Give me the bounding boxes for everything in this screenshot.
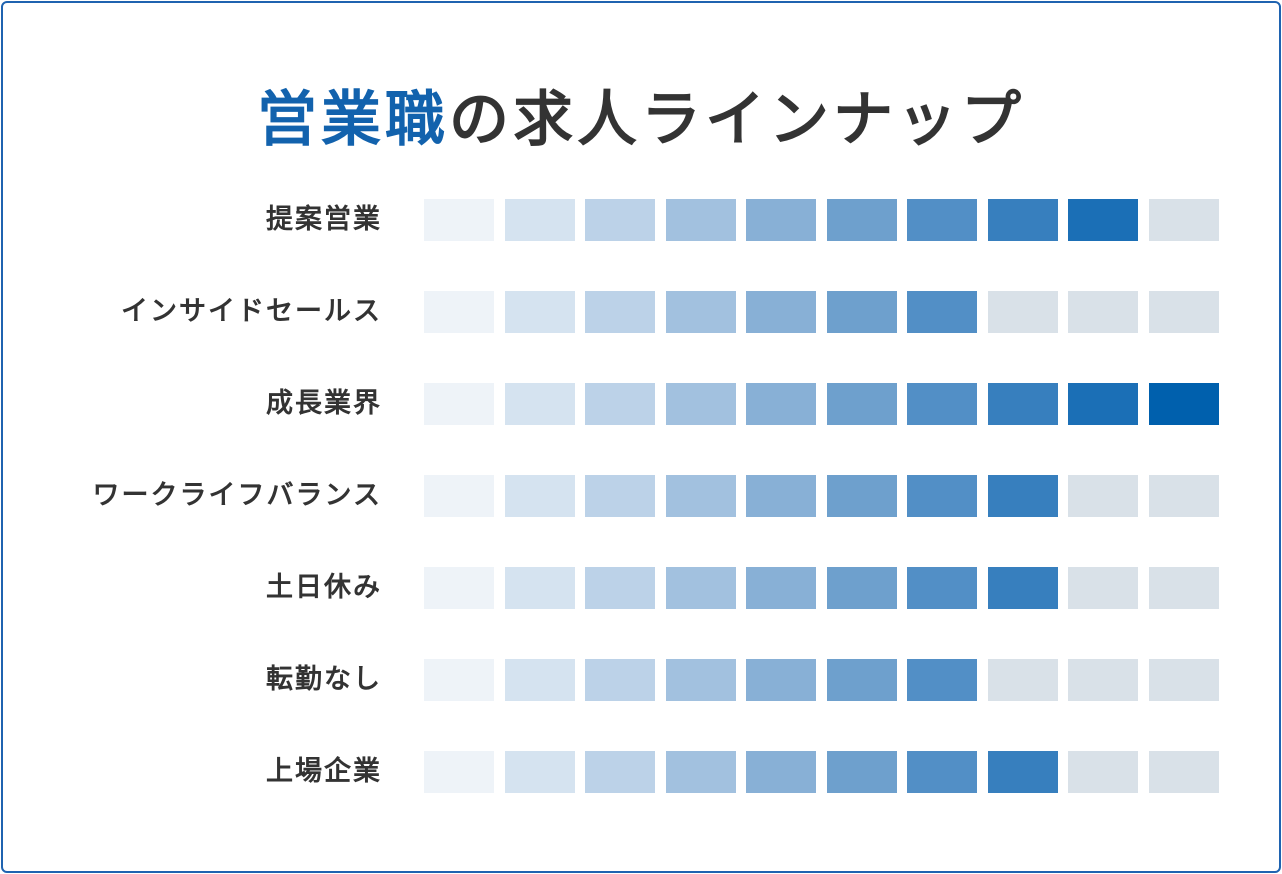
row-label: ワークライフバランス [92,480,382,511]
rating-cell-filled [424,475,494,517]
rating-cell-filled [585,751,655,793]
rating-cell-filled [1149,383,1219,425]
rating-cell-filled [827,567,897,609]
rating-cell-filled [666,383,736,425]
rating-cell-filled [505,383,575,425]
rating-cell-empty [988,291,1058,333]
row-label: 成長業界 [266,388,382,419]
rating-cell-filled [424,567,494,609]
rating-cell-empty [1149,567,1219,609]
rating-cell-empty [1068,291,1138,333]
rating-cell-filled [1068,199,1138,241]
rating-cell-empty [1149,659,1219,701]
rating-cell-filled [988,199,1058,241]
rating-cell-filled [505,659,575,701]
rating-cell-filled [424,383,494,425]
row-label: 提案営業 [266,204,382,235]
row-label: 土日休み [266,572,382,603]
row-label: インサイドセールス [121,296,382,327]
rating-cell-filled [988,383,1058,425]
rating-cell-filled [907,567,977,609]
rating-cell-filled [424,751,494,793]
rating-cell-filled [907,659,977,701]
rating-cell-filled [746,383,816,425]
rating-cell-filled [666,751,736,793]
rating-cell-filled [988,475,1058,517]
rating-cell-filled [827,751,897,793]
title-highlight: 営業職 [257,85,449,155]
rating-cell-filled [424,291,494,333]
rating-cell-filled [585,291,655,333]
rating-cell-empty [1068,567,1138,609]
rating-cell-filled [988,567,1058,609]
rating-cell-filled [666,291,736,333]
rating-cell-filled [746,291,816,333]
row-label: 上場企業 [266,756,382,787]
row-label: 転勤なし [266,664,382,695]
rating-cell-filled [746,659,816,701]
rating-cell-filled [988,751,1058,793]
rating-cell-filled [585,567,655,609]
rating-cell-empty [1149,199,1219,241]
chart-title: 営業職の求人ラインナップ [0,80,1282,160]
rating-cell-filled [827,199,897,241]
rating-cell-empty [1068,659,1138,701]
rating-cell-filled [746,475,816,517]
rating-cell-filled [585,199,655,241]
rating-cell-filled [666,659,736,701]
rating-cell-filled [666,567,736,609]
rating-cell-filled [505,475,575,517]
title-rest: の求人ラインナップ [449,85,1025,155]
rating-cell-empty [1149,291,1219,333]
rating-cell-filled [585,383,655,425]
rating-cell-filled [505,291,575,333]
rating-cell-filled [424,199,494,241]
rating-cell-empty [1068,751,1138,793]
rating-cell-filled [907,751,977,793]
rating-cell-filled [746,751,816,793]
rating-cell-filled [827,475,897,517]
rating-cell-filled [585,659,655,701]
rating-cell-empty [1149,475,1219,517]
rating-cell-filled [827,659,897,701]
rating-cell-filled [505,567,575,609]
rating-cell-filled [424,659,494,701]
rating-cell-filled [585,475,655,517]
rating-cell-filled [505,199,575,241]
rating-cell-filled [505,751,575,793]
rating-cell-filled [907,291,977,333]
rating-cell-filled [746,567,816,609]
rating-cell-filled [746,199,816,241]
rating-cell-filled [827,291,897,333]
rating-cell-filled [666,475,736,517]
rating-cell-filled [907,383,977,425]
rating-cell-filled [827,383,897,425]
rating-cell-empty [1068,475,1138,517]
rating-cell-empty [988,659,1058,701]
rating-cell-filled [1068,383,1138,425]
rating-cell-filled [666,199,736,241]
rating-cell-empty [1149,751,1219,793]
rating-cell-filled [907,199,977,241]
rating-cell-filled [907,475,977,517]
